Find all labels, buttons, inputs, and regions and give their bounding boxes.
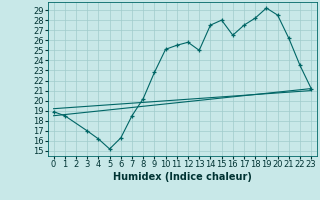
X-axis label: Humidex (Indice chaleur): Humidex (Indice chaleur) [113,172,252,182]
